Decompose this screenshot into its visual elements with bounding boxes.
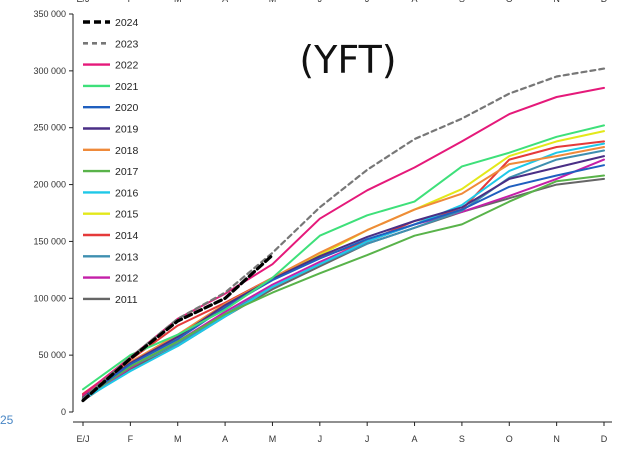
legend-label-2019: 2019 [115,124,139,136]
x-tick-label: N [553,434,560,444]
legend-label-2016: 2016 [115,187,139,199]
legend-label-2021: 2021 [115,81,139,93]
series-line-2018 [82,146,605,398]
axes [72,14,612,423]
y-tick-label: 50 000 [38,350,66,360]
y-tick-label: 200 000 [33,180,66,190]
top-month-label: A [222,0,228,4]
top-month-label: J [318,0,323,4]
y-tick-label: 300 000 [33,66,66,76]
series-line-2011 [82,177,605,402]
x-tick-label: J [318,434,323,444]
top-month-label: M [269,0,277,4]
x-tick-label: O [506,434,513,444]
x-tick-label: A [222,434,228,444]
series-line-2021 [82,124,605,391]
x-tick-label: S [459,434,465,444]
series-line-2024 [81,253,275,403]
series-line-2016 [82,142,605,401]
x-tick-label: J [365,434,370,444]
series-line-2012 [82,158,605,401]
x-tick-label: D [601,434,608,444]
legend-label-2018: 2018 [115,145,139,157]
legend-label-2013: 2013 [115,251,139,263]
corner-page-label: 25 [0,413,14,427]
legend-label-2017: 2017 [115,166,139,178]
legend-label-2020: 2020 [115,102,139,114]
legend-label-2015: 2015 [115,209,139,221]
legend-label-2023: 2023 [115,38,139,50]
x-tick-label: A [412,434,418,444]
x-tick-label: M [269,434,277,444]
top-month-label: N [553,0,560,4]
top-month-label: S [459,0,465,4]
series-line-2014 [82,140,605,395]
x-axis-ticks: E/J F M A M J J A S O N D [76,422,608,444]
series-line-2019 [82,155,605,399]
legend-label-2011: 2011 [115,294,138,306]
x-tick-label: F [128,434,134,444]
y-tick-label: 0 [61,407,66,417]
series-lines [81,67,606,403]
legend-label-2012: 2012 [115,273,139,285]
top-month-label: E/J [76,0,89,4]
y-tick-label: 250 000 [33,123,66,133]
top-month-label: F [128,0,134,4]
x-tick-label: E/J [76,434,89,444]
y-axis-ticks: 0 50 000 100 000 150 000 200 000 250 000 300 0… [33,9,73,417]
top-month-label: A [412,0,418,4]
series-line-2013 [82,149,605,400]
top-partial-month-labels: E/J F M A M J J A S O N D [76,0,607,4]
legend: 2024 2023 2022 2021 2020 2019 2018 2017 2016 2015… [83,17,139,306]
y-tick-label: 150 000 [33,236,66,246]
top-month-label: J [365,0,370,4]
series-line-2017 [82,174,605,400]
legend-label-2024: 2024 [115,17,139,29]
chart-title: (YFT) [299,38,396,82]
y-tick-label: 350 000 [33,9,66,19]
top-month-label: M [174,0,182,4]
series-line-2020 [82,164,605,400]
top-month-label: D [601,0,608,4]
x-tick-label: M [174,434,182,444]
legend-label-2014: 2014 [115,230,139,242]
legend-label-2022: 2022 [115,60,139,72]
y-tick-label: 100 000 [33,293,66,303]
top-month-label: O [506,0,513,4]
